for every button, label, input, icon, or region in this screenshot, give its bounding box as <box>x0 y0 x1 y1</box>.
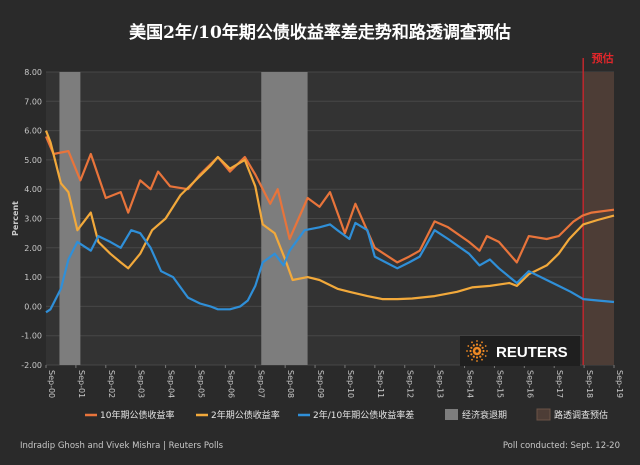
y-tick-label: 0.00 <box>24 302 42 311</box>
x-tick-label: Sep-11 <box>376 370 385 398</box>
x-tick-label: Sep-06 <box>226 370 235 398</box>
chart-title: 美国2年/10年期公债收益率差走势和路透调查预估 <box>129 22 511 43</box>
logo-wordmark: REUTERS <box>496 344 568 361</box>
legend-label: 10年期公债收益率 <box>100 409 174 421</box>
y-tick-label: 3.00 <box>24 215 42 224</box>
logo-dot <box>475 343 479 346</box>
x-tick-label: Sep-17 <box>555 370 564 398</box>
logo-dot <box>467 345 470 347</box>
logo-dot <box>481 341 483 344</box>
x-tick-label: Sep-10 <box>346 370 355 398</box>
logo-dot <box>484 345 487 347</box>
forecast-marker-label: 预估 <box>592 51 614 65</box>
legend-swatch-forecast <box>536 408 551 421</box>
logo-dot <box>476 340 478 342</box>
footer-credit: Indradip Ghosh and Vivek Mishra | Reuter… <box>20 441 224 451</box>
y-tick-label: 5.00 <box>24 156 42 165</box>
legend-label: 2年期公债收益率 <box>211 409 280 421</box>
y-tick-label: 8.00 <box>24 68 42 77</box>
x-tick-label: Sep-15 <box>495 370 504 398</box>
y-tick-label: 4.00 <box>24 185 42 194</box>
logo-dot <box>478 348 481 351</box>
x-tick-label: Sep-13 <box>436 370 445 398</box>
y-tick-label: -2.00 <box>21 361 42 370</box>
logo-dot <box>482 349 485 353</box>
logo-dot <box>469 349 472 353</box>
logo-dot <box>476 360 478 362</box>
y-tick-label: 6.00 <box>24 127 42 136</box>
logo-dot <box>470 353 473 356</box>
x-tick-label: Sep-03 <box>137 370 146 398</box>
legend-label: 经济衰退期 <box>462 409 507 421</box>
series-line-3 <box>45 221 615 314</box>
reuters-logo: REUTERS <box>460 336 580 366</box>
x-tick-label: Sep-00 <box>47 370 56 398</box>
y-tick-label: -1.00 <box>21 332 42 341</box>
logo-dot <box>481 358 483 361</box>
x-tick-label: Sep-16 <box>525 370 534 398</box>
x-tick-label: Sep-12 <box>406 370 415 398</box>
logo-dot <box>475 356 479 359</box>
logo-dot <box>484 355 487 357</box>
x-tick-label: Sep-18 <box>585 370 594 398</box>
recession-band <box>59 72 81 365</box>
legend-label: 路透调查预估 <box>554 409 608 421</box>
y-tick-label: 2.00 <box>24 244 42 253</box>
logo-dot <box>466 350 468 352</box>
logo-dot <box>481 353 484 356</box>
logo-dot <box>479 355 482 358</box>
x-tick-label: Sep-08 <box>286 370 295 398</box>
series-line-1 <box>44 136 615 264</box>
logo-dot <box>471 358 473 361</box>
logo-dot <box>470 346 473 349</box>
logo-dot <box>481 346 484 349</box>
y-tick-label: 7.00 <box>24 97 42 106</box>
logo-dot <box>467 355 470 357</box>
legend-swatch-recession <box>445 409 458 420</box>
logo-dot <box>472 355 475 358</box>
y-axis-label: Percent <box>11 201 20 236</box>
x-tick-label: Sep-04 <box>167 370 176 398</box>
legend-label: 2年/10年期公债收益率差 <box>313 409 414 421</box>
x-tick-label: Sep-14 <box>466 370 475 398</box>
logo-dot <box>479 344 482 347</box>
logo-dot <box>471 341 473 344</box>
forecast-region <box>583 72 614 365</box>
x-tick-label: Sep-19 <box>615 370 624 398</box>
x-tick-label: Sep-05 <box>196 370 205 398</box>
logo-dot <box>486 350 488 352</box>
x-tick-label: Sep-09 <box>316 370 325 398</box>
logo-dot <box>472 344 475 347</box>
y-tick-label: 1.00 <box>24 273 42 282</box>
footer-poll-date: Poll conducted: Sept. 12-20 <box>503 441 620 451</box>
x-tick-label: Sep-02 <box>107 370 116 398</box>
x-tick-label: Sep-01 <box>77 370 86 398</box>
x-tick-label: Sep-07 <box>256 370 265 398</box>
